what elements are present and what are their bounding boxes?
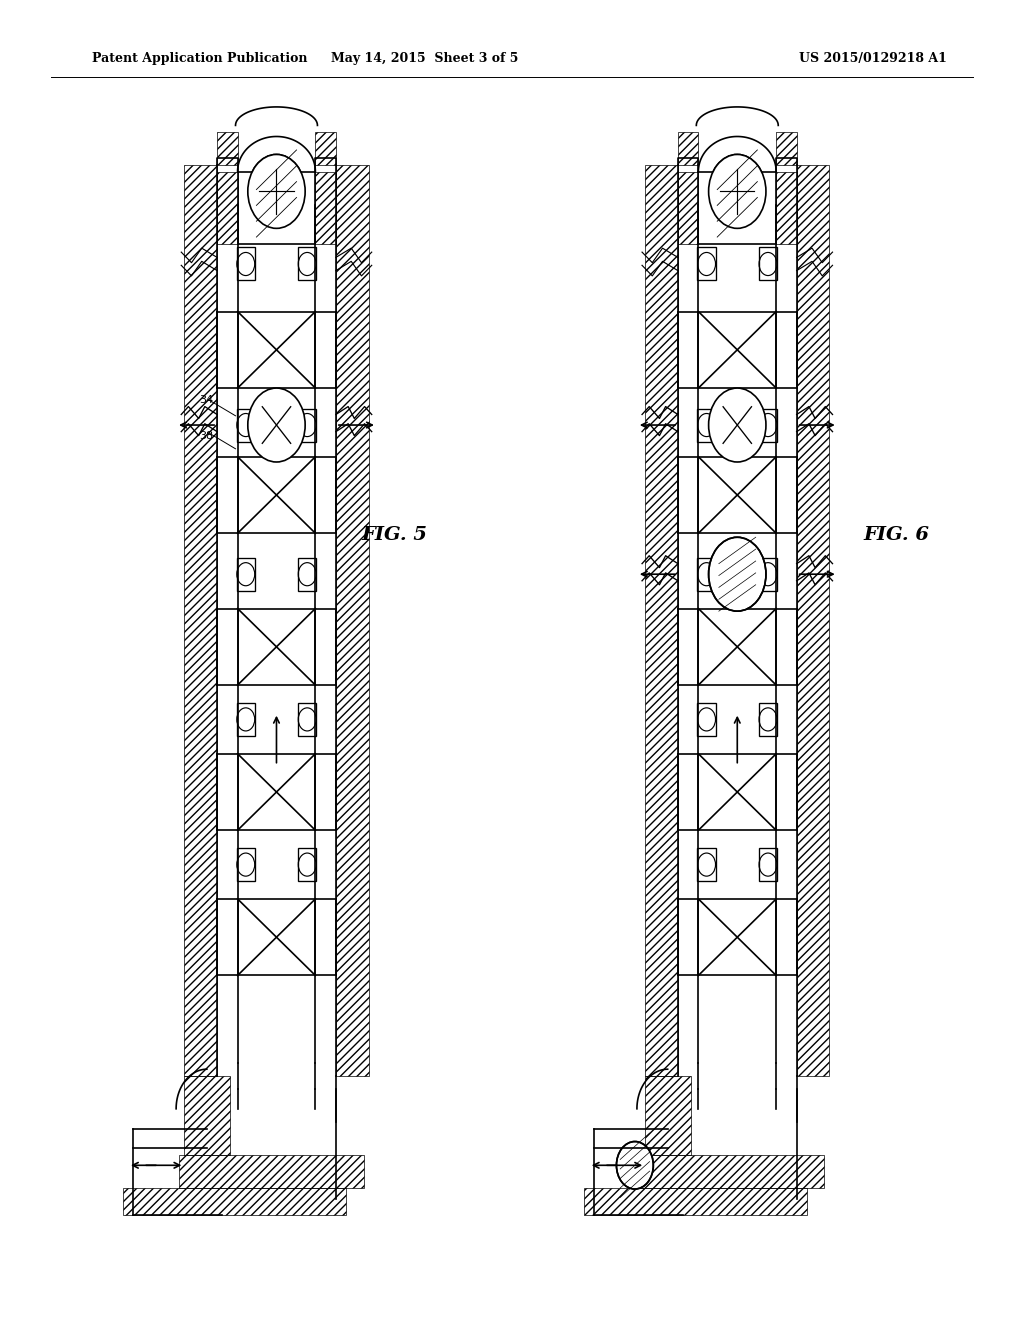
Bar <box>238 899 315 975</box>
Bar <box>697 702 716 737</box>
Circle shape <box>709 388 766 462</box>
Bar <box>237 408 255 441</box>
Bar <box>698 899 776 975</box>
Bar <box>698 172 776 244</box>
Bar <box>759 408 777 441</box>
Bar <box>698 754 776 830</box>
Bar <box>298 408 316 441</box>
Bar <box>759 702 777 737</box>
Text: FIG. 5: FIG. 5 <box>361 525 427 544</box>
Bar <box>759 849 777 882</box>
Bar <box>315 172 336 244</box>
Circle shape <box>709 537 766 611</box>
Bar <box>697 408 716 441</box>
Bar <box>698 609 776 685</box>
Bar <box>697 247 716 280</box>
Bar <box>298 849 316 882</box>
Circle shape <box>709 154 766 228</box>
Bar <box>237 247 255 280</box>
Circle shape <box>709 154 766 228</box>
Bar <box>238 609 315 685</box>
Bar <box>238 754 315 830</box>
Bar <box>697 557 716 591</box>
Circle shape <box>616 1142 653 1189</box>
Bar <box>237 557 255 591</box>
Bar <box>298 247 316 280</box>
Bar <box>298 702 316 737</box>
Bar <box>759 247 777 280</box>
Bar <box>298 557 316 591</box>
Bar <box>217 172 238 244</box>
Bar <box>237 702 255 737</box>
Text: US 2015/0129218 A1: US 2015/0129218 A1 <box>799 51 946 65</box>
Text: May 14, 2015  Sheet 3 of 5: May 14, 2015 Sheet 3 of 5 <box>332 51 518 65</box>
Circle shape <box>248 154 305 228</box>
Bar <box>776 172 797 244</box>
Bar <box>697 849 716 882</box>
Bar <box>678 172 698 244</box>
Text: Patent Application Publication: Patent Application Publication <box>92 51 307 65</box>
Bar <box>698 457 776 533</box>
Bar <box>759 557 777 591</box>
Circle shape <box>248 388 305 462</box>
Text: 38: 38 <box>200 430 214 441</box>
Text: 34: 34 <box>200 395 214 405</box>
Circle shape <box>248 154 305 228</box>
Bar <box>238 457 315 533</box>
Bar <box>237 849 255 882</box>
Bar <box>698 312 776 388</box>
Bar <box>238 172 315 244</box>
Text: FIG. 6: FIG. 6 <box>863 525 929 544</box>
Bar <box>238 312 315 388</box>
